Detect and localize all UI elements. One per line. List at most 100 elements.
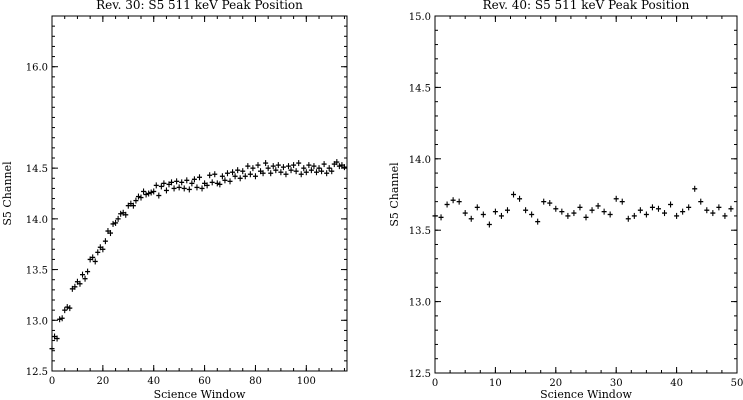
data-point	[286, 163, 292, 170]
data-point	[141, 188, 147, 195]
chart-title: Rev. 30: S5 511 keV Peak Position	[96, 0, 303, 12]
data-point	[301, 165, 307, 172]
data-point	[158, 183, 164, 190]
data-point	[293, 168, 299, 175]
data-point	[105, 228, 111, 235]
data-point	[296, 160, 302, 167]
data-point	[541, 198, 547, 205]
data-point	[511, 191, 517, 198]
data-point	[97, 244, 103, 251]
data-point	[202, 180, 208, 187]
data-point	[240, 168, 246, 175]
y-tick-label: 13.5	[409, 226, 431, 237]
data-point	[268, 170, 274, 177]
data-point	[130, 202, 136, 209]
data-point	[197, 174, 202, 181]
data-point	[252, 173, 258, 180]
data-point	[339, 162, 345, 169]
data-point	[625, 215, 631, 222]
data-point	[270, 163, 276, 170]
data-point	[283, 171, 289, 178]
data-point	[547, 200, 553, 207]
data-point	[224, 170, 230, 177]
data-point	[341, 164, 347, 171]
data-point	[52, 333, 58, 340]
x-tick-label: 10	[489, 378, 502, 389]
data-point	[80, 271, 86, 278]
y-tick-label: 16.0	[26, 63, 48, 74]
data-point	[179, 179, 185, 186]
data-point	[118, 210, 124, 217]
data-point	[138, 194, 144, 201]
data-point	[686, 204, 692, 211]
data-point	[583, 214, 589, 221]
data-point	[291, 162, 297, 169]
data-point	[115, 215, 121, 222]
data-point	[87, 256, 93, 263]
data-point	[151, 188, 157, 195]
data-point	[250, 165, 256, 172]
panel-rev40: Rev. 40: S5 511 keV Peak Position 0 10 20 30…	[388, 0, 743, 400]
data-point	[62, 307, 68, 314]
data-point	[82, 275, 88, 282]
data-point	[535, 218, 541, 225]
y-axis-label: S5 Channel	[1, 161, 14, 226]
plot-frame	[51, 15, 348, 372]
data-point	[169, 179, 175, 186]
data-point	[649, 204, 655, 211]
data-point	[143, 191, 149, 198]
data-point	[321, 161, 327, 168]
data-point	[674, 212, 680, 219]
data-point	[692, 185, 698, 192]
data-point	[57, 316, 63, 323]
data-point	[258, 168, 264, 175]
data-point	[237, 175, 243, 182]
x-tick-label: 0	[432, 378, 438, 389]
data-point	[716, 204, 722, 211]
data-point	[123, 211, 129, 218]
data-point	[668, 201, 674, 208]
data-point	[110, 220, 116, 227]
data-point	[704, 207, 710, 214]
data-point	[67, 305, 73, 312]
data-point	[474, 204, 480, 211]
data-point	[128, 200, 134, 207]
data-point	[166, 181, 172, 188]
data-point	[698, 198, 704, 205]
data-point	[85, 268, 91, 275]
data-point	[662, 210, 668, 217]
data-point	[565, 212, 571, 219]
y-tick-label: 14.0	[26, 215, 48, 226]
data-point	[186, 186, 192, 193]
y-tick-label: 14.0	[409, 155, 431, 166]
data-point	[619, 198, 625, 205]
data-point	[100, 246, 106, 253]
data-point	[171, 185, 177, 192]
data-point	[529, 211, 535, 218]
data-point	[486, 221, 492, 228]
y-tick-label: 14.5	[26, 164, 48, 175]
data-point	[334, 159, 340, 166]
data-point	[655, 205, 661, 212]
data-point	[148, 189, 154, 196]
data-point	[456, 198, 462, 205]
x-tick-label: 20	[549, 378, 562, 389]
data-point	[163, 187, 169, 194]
data-point	[176, 184, 182, 191]
data-point	[222, 177, 228, 184]
data-point	[135, 193, 141, 200]
data-point	[559, 208, 565, 215]
data-point	[607, 211, 613, 218]
x-axis-label: Science Window	[154, 388, 246, 400]
data-point	[432, 212, 438, 219]
x-tick-label: 40	[147, 376, 160, 387]
data-point	[680, 208, 686, 215]
data-point	[311, 163, 317, 170]
data-point	[468, 215, 474, 222]
y-tick-label: 14.5	[409, 83, 431, 94]
x-tick-label: 0	[49, 376, 55, 387]
y-tick-label: 12.5	[26, 367, 48, 378]
data-point	[280, 164, 286, 171]
data-point	[324, 170, 330, 177]
